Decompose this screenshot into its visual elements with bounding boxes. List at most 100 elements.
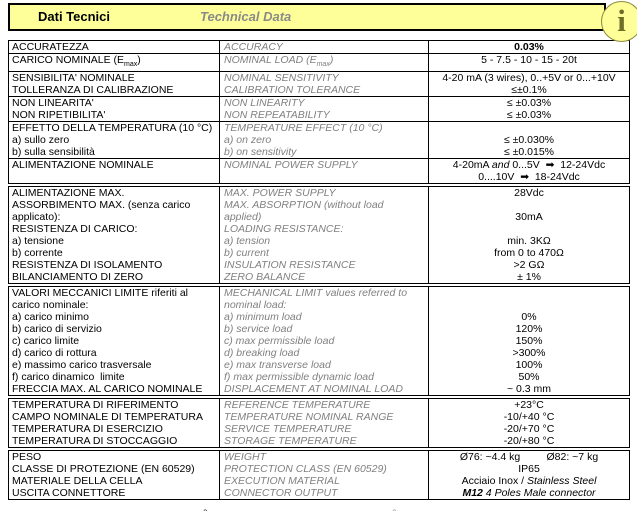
spec-line: NON LINEARITA' [12,97,94,110]
spec-line [429,299,629,311]
cell-value: Ø76: ~4.4 kg Ø82: ~7 kg IP65 Acciaio Inox … [428,451,629,500]
spec-line: -20/+70 °C [503,423,555,436]
spec-line [12,171,219,183]
spec-line: b) corrente [12,247,63,260]
spec-line: d) breaking load [224,347,300,360]
spec-line: CALIBRATION TOLERANCE [224,84,361,97]
table-row: VALORI MECCANICI LIMITE riferiti al caric… [9,287,629,396]
spec-line: FRECCIA MAX. AL CARICO NOMINALE [12,383,203,396]
cell-italian: CARICO NOMINALE (Emax) [9,54,219,71]
spec-line: ALIMENTAZIONE MAX. [12,187,125,200]
spec-line: PESO [12,451,42,464]
spec-line: nominal load: [224,299,287,312]
spec-line: 0.03% [514,41,544,53]
spec-line: 150% [515,335,543,348]
spec-line: TEMPERATURE EFFECT (10 °C) [224,122,383,135]
cell-italian: ACCURATEZZA [9,41,219,53]
spec-line: TOLLERANZA DI CALIBRAZIONE [12,84,174,97]
spec-line: TEMPERATURA DI STOCCAGGIO [12,435,178,448]
cell-english: MECHANICAL LIMIT values referred to nomin… [219,287,428,396]
spec-line: INSULATION RESISTANCE [224,259,356,272]
spec-line: 100% [515,359,543,372]
spec-line: Acciaio Inox / Stainless Steel [461,475,597,488]
cell-value: 5 - 7.5 - 10 - 15 - 20t [428,54,629,72]
table-row: PESO CLASSE DI PROTEZIONE (EN 60529) MATER… [9,451,629,500]
spec-line: a) tension [224,235,271,248]
spec-line: DISPLACEMENT AT NOMINAL LOAD [224,383,403,396]
spec-line: CARICO NOMINALE (Emax) [12,54,141,69]
cell-italian: VALORI MECCANICI LIMITE riferiti al caric… [9,287,219,395]
table-row: ACCURATEZZA ACCURACY 0.03% [9,41,629,53]
cell-value: 4-20mA and 0...5V ➡ 12-24Vdc 0....10V ➡ 1… [428,159,629,184]
spec-line: MAX. POWER SUPPLY [224,187,336,200]
spec-line: b) sulla sensibilità [12,146,95,159]
spec-line: ASSORBIMENTO MAX. (senza carico [12,199,191,212]
spec-line: SERVICE TEMPERATURE [224,423,352,436]
spec-line [429,287,629,299]
spec-line: CONNECTOR OUTPUT [224,487,338,500]
cell-italian: TEMPERATURA DI RIFERIMENTO CAMPO NOMINALE… [9,399,219,447]
spec-line: a) carico minimo [12,311,90,324]
spec-line: NOMINAL SENSITIVITY [224,72,339,85]
spec-line: TEMPERATURA DI ESERCIZIO [12,423,163,436]
page-title-italian: Dati Tecnici [38,9,111,24]
spec-line: EXECUTION MATERIAL [224,475,340,488]
spec-line: STORAGE TEMPERATURE [224,435,357,448]
spec-line: 5 - 7.5 - 10 - 15 - 20t [481,54,577,66]
spec-line: -10/+40 °C [503,411,555,424]
spec-line: M12 4 Poles Male connector [462,487,596,500]
gravity-footnote: Accelerazione di gravità g=9.80434 m/s2 … [8,497,396,511]
spec-line: 50% [518,371,540,384]
footnote-english: Acceleration of gravity g=9.80434 m/s2 [216,509,396,511]
cell-english: NON LINEARITY NON REPEATABILITY [219,97,428,122]
table-row: NON LINEARITA' NON RIPETIBILITA' NON LINEA… [9,96,629,122]
spec-line: d) carico di rottura [12,347,97,360]
spec-line: 4-20mA and 0...5V ➡ 12-24Vdc [452,159,606,172]
spec-line: +23°C [514,399,544,412]
spec-line: carico nominale: [12,299,89,312]
spec-group: PESO CLASSE DI PROTEZIONE (EN 60529) MATER… [8,450,630,501]
spec-line: 120% [515,323,543,336]
spec-line: NON LINEARITY [224,97,305,110]
spec-line: ≤ ±0.03% [506,109,552,122]
spec-line: CLASSE DI PROTEZIONE (EN 60529) [12,463,195,476]
spec-line: 4-20 mA (3 wires), 0..+5V or 0...+10V [442,72,616,85]
cell-value: ≤ ±0.030% ≤ ±0.015% [428,122,629,159]
spec-line: -20/+80 °C [503,435,555,448]
spec-line: e) massimo carico trasversale [12,359,152,372]
spec-line: 0% [521,311,537,324]
cell-italian: ALIMENTAZIONE NOMINALE [9,159,219,183]
spec-line: WEIGHT [224,451,266,464]
spec-line: ~ 0.3 mm [506,383,552,396]
spec-line [429,223,629,235]
page-title-english: Technical Data [200,9,292,24]
footnote-separator: / [207,510,216,511]
spec-group: TEMPERATURA DI RIFERIMENTO CAMPO NOMINALE… [8,398,630,449]
spec-line: ≤±0.1% [511,84,547,97]
spec-group: VALORI MECCANICI LIMITE riferiti al caric… [8,286,630,397]
spec-line: NOMINAL LOAD (Emax) [224,54,334,69]
spec-line [429,122,629,134]
spec-line: a) sullo zero [12,134,70,147]
spec-line: MECHANICAL LIMIT values referred to [224,287,408,300]
spec-line: VALORI MECCANICI LIMITE riferiti al [12,287,188,300]
spec-line: EFFETTO DELLA TEMPERATURA (10 °C) [12,122,213,135]
spec-line: >2 GΩ [513,259,545,272]
cell-value: 0% 120% 150% >300% 100% 50% ~ 0.3 mm [428,287,629,396]
spec-line: ZERO BALANCE [224,271,306,284]
cell-english: NOMINAL POWER SUPPLY [219,159,428,184]
spec-line: applicato): [12,211,61,224]
cell-value: 0.03% [428,41,629,53]
table-row: EFFETTO DELLA TEMPERATURA (10 °C) a) sull… [9,121,629,159]
table-row: TEMPERATURA DI RIFERIMENTO CAMPO NOMINALE… [9,399,629,448]
info-button[interactable]: i [601,1,637,42]
spec-line: NON REPEATABILITY [224,109,330,122]
spec-line: b) service load [224,323,293,336]
spec-line [429,199,629,211]
cell-english: TEMPERATURE EFFECT (10 °C) a) on zero b) o… [219,122,428,159]
spec-line: CAMPO NOMINALE DI TEMPERATURA [12,411,203,424]
spec-line: c) max permissible load [224,335,335,348]
info-icon: i [617,3,626,38]
spec-line: f) carico dinamico limite [12,371,125,384]
